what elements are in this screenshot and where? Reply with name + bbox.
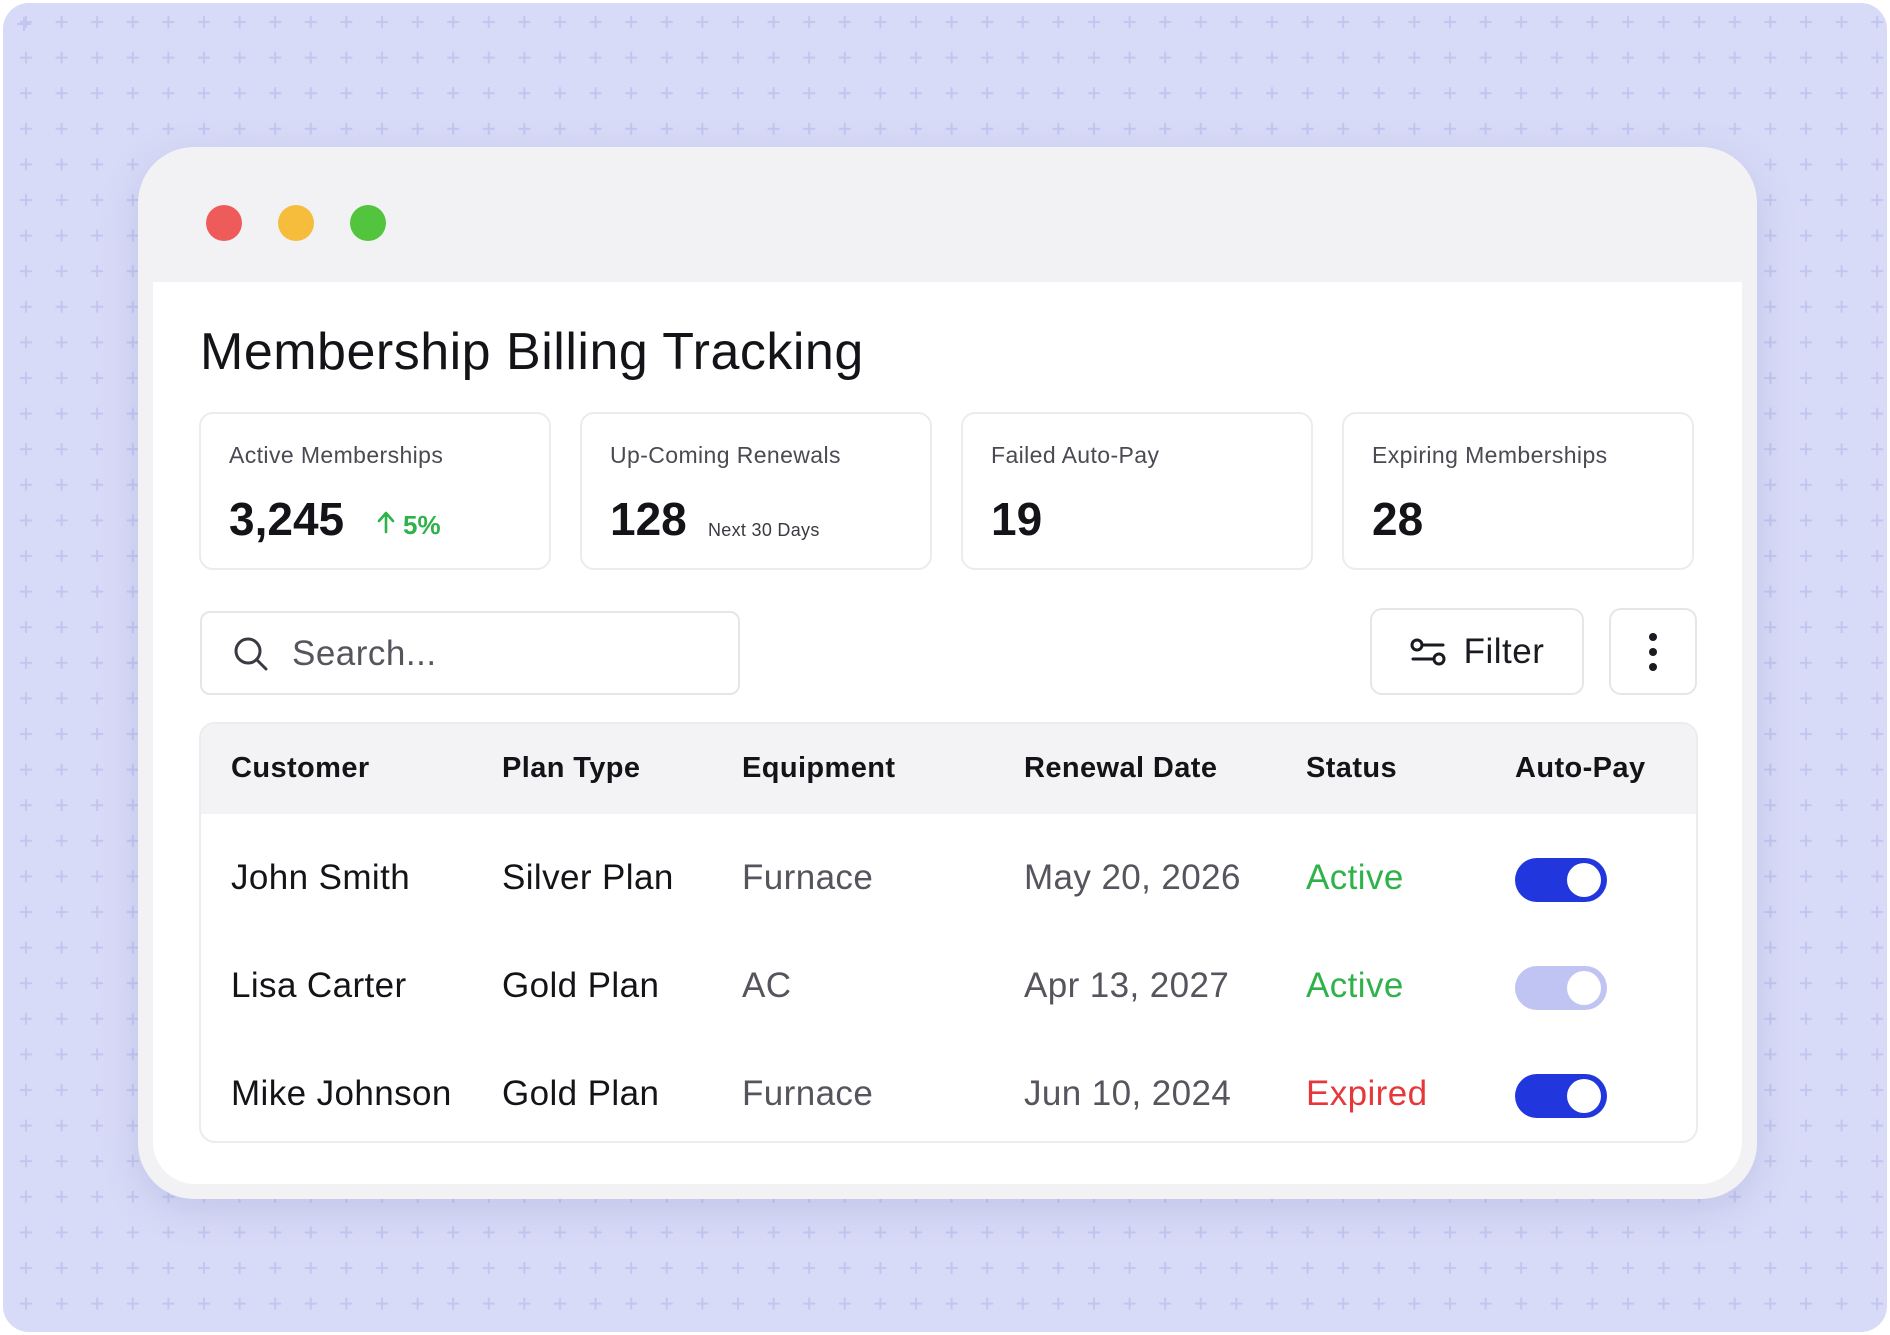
stat-card-upcoming-renewals: Up-Coming Renewals 128 Next 30 Days	[580, 412, 932, 570]
autopay-toggle[interactable]	[1515, 1074, 1607, 1118]
column-header-renewal-date[interactable]: Renewal Date	[1024, 752, 1218, 784]
arrow-up-icon	[377, 510, 395, 541]
stat-value: 19	[991, 493, 1043, 545]
cell-plan-type: Silver Plan	[502, 858, 674, 897]
cell-renewal-date: May 20, 2026	[1024, 858, 1241, 897]
stat-card-active-memberships: Active Memberships 3,245 5%	[199, 412, 551, 570]
cell-renewal-date: Apr 13, 2027	[1024, 966, 1230, 1005]
table-row[interactable]: Mike Johnson Gold Plan Furnace Jun 10, 2…	[201, 1042, 1696, 1141]
cell-plan-type: Gold Plan	[502, 1074, 660, 1113]
table-row[interactable]: John Smith Silver Plan Furnace May 20, 2…	[201, 826, 1696, 926]
cell-equipment: Furnace	[742, 858, 874, 897]
cell-equipment: Furnace	[742, 1074, 874, 1113]
sliders-icon	[1410, 638, 1446, 665]
minimize-window-button[interactable]	[278, 205, 314, 241]
column-header-equipment[interactable]: Equipment	[742, 752, 896, 784]
cell-equipment: AC	[742, 966, 792, 1005]
memberships-table: Customer Plan Type Equipment Renewal Dat…	[199, 722, 1698, 1143]
column-header-customer[interactable]: Customer	[231, 752, 370, 784]
more-vertical-icon	[1649, 632, 1657, 671]
stat-label: Up-Coming Renewals	[610, 442, 841, 468]
stat-label: Expiring Memberships	[1372, 442, 1608, 468]
column-header-status[interactable]: Status	[1306, 752, 1398, 784]
table-header: Customer Plan Type Equipment Renewal Dat…	[201, 724, 1696, 814]
close-window-button[interactable]	[206, 205, 242, 241]
autopay-toggle[interactable]	[1515, 858, 1607, 902]
search-icon	[234, 637, 268, 671]
stat-card-failed-autopay: Failed Auto-Pay 19	[961, 412, 1313, 570]
maximize-window-button[interactable]	[350, 205, 386, 241]
toggle-knob	[1567, 1079, 1601, 1113]
cell-customer: Lisa Carter	[231, 966, 407, 1005]
trend-badge: 5%	[377, 510, 441, 541]
stat-value: 28	[1372, 493, 1424, 545]
toggle-knob	[1567, 863, 1601, 897]
stat-label: Active Memberships	[229, 442, 444, 468]
column-header-plan-type[interactable]: Plan Type	[502, 752, 641, 784]
trend-value: 5%	[403, 510, 441, 540]
more-options-button[interactable]	[1609, 608, 1697, 695]
toggle-knob	[1567, 971, 1601, 1005]
cell-customer: John Smith	[231, 858, 411, 897]
stat-note: Next 30 Days	[708, 520, 820, 540]
cell-customer: Mike Johnson	[231, 1074, 452, 1113]
app-window: Membership Billing Tracking Active Membe…	[138, 147, 1757, 1199]
stat-value: 128	[610, 493, 687, 545]
stat-value: 3,245	[229, 493, 345, 545]
status-badge: Expired	[1306, 1074, 1428, 1113]
stat-card-expiring-memberships: Expiring Memberships 28	[1342, 412, 1694, 570]
cell-plan-type: Gold Plan	[502, 966, 660, 1005]
search-input[interactable]	[290, 631, 714, 677]
page-title: Membership Billing Tracking	[200, 323, 864, 381]
page-backdrop: Membership Billing Tracking Active Membe…	[3, 3, 1887, 1332]
status-badge: Active	[1306, 966, 1404, 1005]
filter-button[interactable]: Filter	[1370, 608, 1584, 695]
cell-renewal-date: Jun 10, 2024	[1024, 1074, 1232, 1113]
status-badge: Active	[1306, 858, 1404, 897]
autopay-toggle[interactable]	[1515, 966, 1607, 1010]
filter-label: Filter	[1463, 631, 1545, 671]
table-row[interactable]: Lisa Carter Gold Plan AC Apr 13, 2027 Ac…	[201, 934, 1696, 1034]
content-panel: Membership Billing Tracking Active Membe…	[153, 282, 1742, 1184]
search-box[interactable]	[200, 611, 740, 695]
stat-label: Failed Auto-Pay	[991, 442, 1160, 468]
column-header-autopay[interactable]: Auto-Pay	[1515, 752, 1646, 784]
